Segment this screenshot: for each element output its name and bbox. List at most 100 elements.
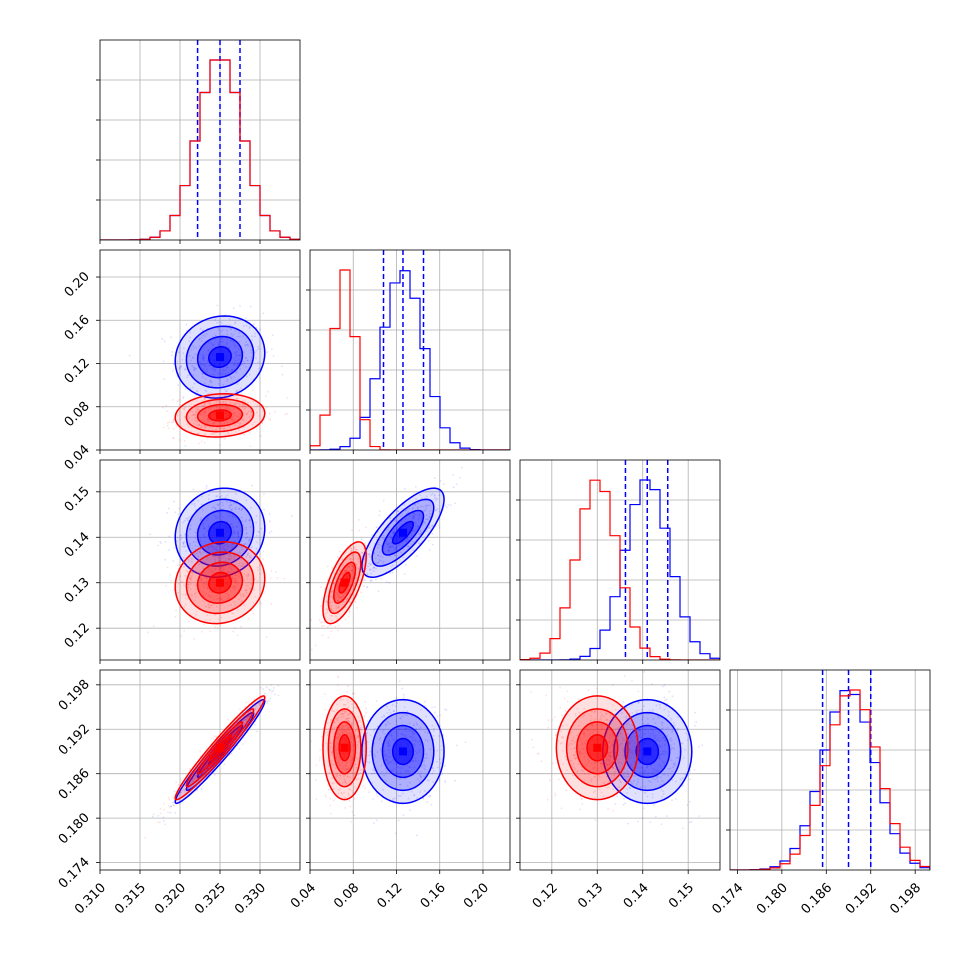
scatter-point [647, 722, 650, 725]
scatter-point [249, 305, 252, 308]
scatter-point [698, 745, 700, 748]
scatter-point [189, 544, 192, 547]
scatter-point [204, 410, 207, 413]
scatter-point [360, 768, 363, 771]
scatter-point [356, 758, 359, 761]
scatter-point [348, 584, 351, 587]
scatter-point [248, 713, 251, 716]
scatter-point [351, 758, 354, 761]
scatter-point [235, 401, 238, 404]
scatter-point [660, 823, 663, 826]
scatter-point [343, 571, 346, 574]
scatter-point [631, 750, 634, 753]
scatter-point [633, 746, 636, 749]
scatter-point [408, 514, 411, 517]
scatter-point [167, 811, 169, 814]
scatter-point [377, 576, 380, 579]
scatter-point [174, 812, 177, 814]
scatter-point [209, 402, 212, 405]
scatter-point [341, 712, 344, 715]
scatter-point [215, 549, 218, 552]
scatter-point [236, 582, 239, 585]
scatter-point [266, 702, 269, 704]
scatter-point [231, 579, 234, 582]
scatter-point [673, 762, 676, 765]
scatter-point [253, 351, 256, 354]
scatter-point [170, 579, 172, 582]
scatter-point [336, 772, 338, 775]
scatter-point [411, 540, 414, 543]
scatter-point [431, 532, 434, 535]
scatter-point [411, 732, 414, 734]
scatter-point [178, 398, 181, 401]
scatter-point [675, 757, 678, 759]
scatter-point [236, 422, 239, 424]
scatter-point [350, 549, 353, 552]
scatter-point [406, 710, 409, 713]
scatter-point [249, 587, 251, 590]
scatter-point [663, 684, 666, 686]
scatter-point [407, 770, 409, 773]
scatter-point [214, 515, 217, 517]
scatter-point [213, 369, 215, 371]
scatter-point [652, 709, 654, 711]
scatter-point [250, 359, 253, 362]
scatter-point [371, 568, 373, 571]
scatter-point [600, 762, 603, 765]
scatter-point [331, 749, 334, 752]
scatter-point [191, 570, 193, 573]
scatter-point [212, 373, 215, 376]
scatter-point [240, 516, 243, 519]
scatter-point [425, 514, 428, 517]
scatter-point [194, 413, 197, 416]
scatter-point [320, 621, 323, 624]
scatter-point [432, 734, 435, 737]
scatter-point [204, 574, 207, 576]
scatter-point [238, 507, 241, 510]
scatter-point [366, 732, 369, 734]
scatter-point [206, 517, 209, 520]
scatter-point [629, 748, 631, 751]
scatter-point [341, 728, 344, 731]
scatter-point [335, 615, 338, 618]
scatter-point [163, 820, 165, 822]
scatter-point [396, 772, 399, 775]
scatter-point [661, 721, 663, 724]
scatter-point [332, 799, 335, 802]
scatter-point [210, 604, 213, 607]
scatter-point [625, 776, 628, 778]
scatter-point [426, 529, 429, 532]
scatter-point [207, 341, 210, 344]
scatter-point [245, 413, 248, 415]
density-peak-series-0 [216, 353, 224, 362]
scatter-point [222, 556, 225, 559]
scatter-point [616, 795, 619, 798]
scatter-point [414, 744, 416, 747]
scatter-point [412, 760, 414, 762]
scatter-point [362, 579, 365, 582]
contour-series-0 [381, 724, 425, 779]
scatter-point [190, 593, 193, 596]
scatter-point [343, 592, 346, 594]
scatter-point [637, 730, 640, 732]
scatter-point [211, 335, 214, 338]
scatter-point [236, 389, 239, 392]
scatter-point [351, 761, 353, 764]
scatter-point [223, 400, 225, 403]
scatter-point [200, 426, 203, 429]
scatter-point [672, 721, 675, 724]
scatter-point [388, 743, 390, 746]
scatter-point [234, 506, 237, 509]
scatter-point [257, 345, 260, 348]
scatter-point [202, 356, 205, 358]
scatter-point [184, 406, 186, 409]
scatter-point [198, 784, 201, 786]
scatter-point [405, 771, 407, 774]
scatter-point [383, 714, 385, 717]
scatter-point [210, 569, 213, 572]
scatter-point [222, 534, 225, 537]
scatter-point [323, 621, 326, 624]
scatter-point [336, 752, 339, 755]
scatter-point [427, 795, 430, 798]
scatter-point [342, 725, 344, 727]
